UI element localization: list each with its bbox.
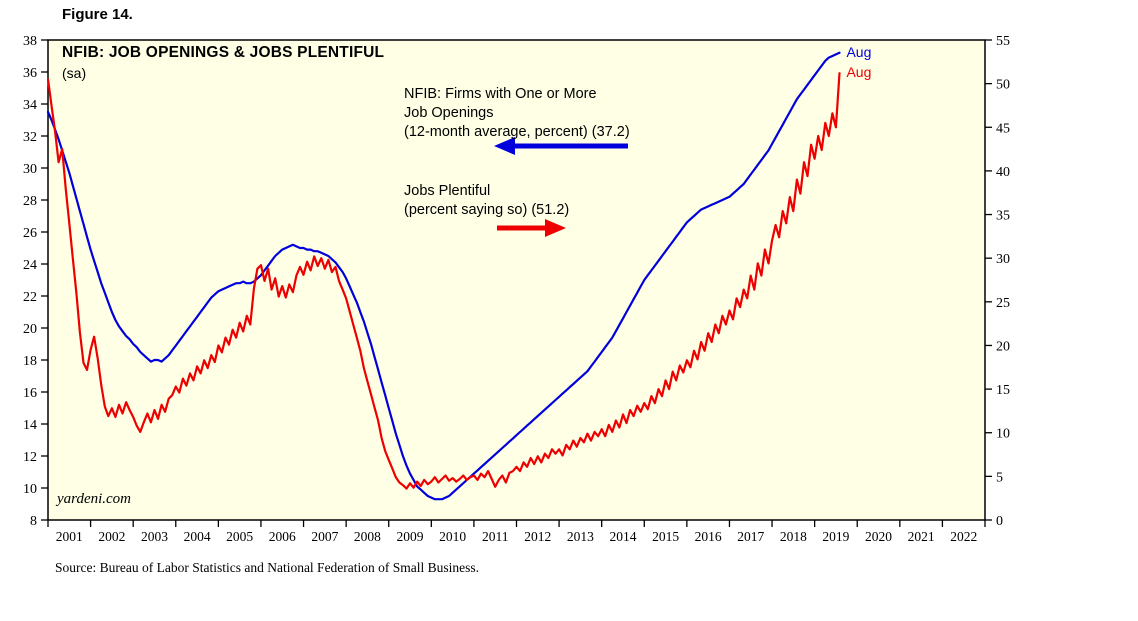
x-axis-year-label: 2001 [56,529,83,544]
x-axis-year-label: 2011 [482,529,509,544]
plot-area [47,39,986,521]
x-axis-year-label: 2022 [950,529,977,544]
series-line-blue [46,51,841,501]
y-axis-right-tick-label: 5 [996,470,1003,485]
y-axis-left-tick-label: 24 [23,258,37,273]
y-axis-left-tick-label: 38 [23,34,37,49]
red-series-annotation: Jobs Plentiful (percent saying so) (51.2… [404,182,569,220]
x-axis-year-label: 2002 [98,529,125,544]
y-axis-left-tick-label: 34 [23,98,37,113]
y-axis-left-tick-label: 10 [23,482,37,497]
x-axis-year-label: 2010 [439,529,466,544]
x-axis-year-label: 2006 [269,529,296,544]
chart-title: NFIB: JOB OPENINGS & JOBS PLENTIFUL [62,44,385,61]
y-axis-left-tick-label: 36 [23,66,37,81]
y-axis-right-tick-label: 30 [996,252,1010,267]
y-axis-right-tick-label: 10 [996,427,1010,442]
x-axis-year-label: 2014 [609,529,636,544]
annotation-line: Job Openings [404,105,494,121]
y-axis-right-tick-label: 15 [996,383,1010,398]
chart-subtitle: (sa) [62,65,87,81]
x-axis-year-label: 2009 [397,529,424,544]
blue-series-annotation: NFIB: Firms with One or More Job Opening… [404,85,630,142]
y-axis-left-tick-label: 18 [23,354,37,369]
y-axis-left-tick-label: 22 [23,290,37,305]
x-axis-year-label: 2004 [184,529,211,544]
x-axis-year-label: 2012 [524,529,551,544]
blue-left-arrow-icon [494,137,515,155]
y-axis-left-tick-label: 16 [23,386,37,401]
y-axis-left-tick-label: 12 [23,450,37,465]
annotation-line: Jobs Plentiful [404,183,491,199]
annotation-line: (percent saying so) (51.2) [404,202,570,218]
y-axis-left-tick-label: 30 [23,162,37,177]
x-axis-year-label: 2003 [141,529,168,544]
y-axis-left-tick-label: 20 [23,322,37,337]
y-axis-left-tick-label: 32 [23,130,37,145]
x-axis-year-label: 2017 [737,529,764,544]
x-axis-year-label: 2019 [822,529,849,544]
y-axis-left-tick-label: 14 [23,418,37,433]
x-axis-year-label: 2016 [695,529,722,544]
x-axis-year-label: 2021 [908,529,935,544]
annotation-line: (12-month average, percent) (37.2) [404,124,630,140]
x-axis-year-label: 2008 [354,529,381,544]
y-axis-left-tick-label: 26 [23,226,37,241]
annotation-line: NFIB: Firms with One or More [404,86,597,102]
x-axis-year-label: 2013 [567,529,594,544]
red-arrow-shaft [497,225,546,231]
y-axis-left-tick-label: 28 [23,194,37,209]
y-axis-left-tick-label: 8 [30,514,37,529]
red-right-arrow-icon [545,219,566,237]
x-axis-year-label: 2005 [226,529,253,544]
y-axis-right-tick-label: 20 [996,339,1010,354]
x-axis-year-label: 2015 [652,529,679,544]
y-axis-right-tick-label: 25 [996,296,1010,311]
series-line-red [46,72,841,490]
watermark: yardeni.com [57,491,132,507]
source-note: Source: Bureau of Labor Statistics and N… [55,560,480,575]
y-axis-right-tick-label: 45 [996,121,1010,136]
blue-arrow-shaft [513,143,628,149]
y-axis-right-tick-label: 55 [996,34,1010,49]
series-end-label-blue: Aug [846,44,871,60]
y-axis-right-tick-label: 35 [996,209,1010,224]
x-axis-year-label: 2020 [865,529,892,544]
x-axis-year-label: 2007 [311,529,338,544]
y-axis-right-tick-label: 50 [996,78,1010,93]
x-axis-year-label: 2018 [780,529,807,544]
y-axis-right-tick-label: 0 [996,514,1003,529]
y-axis-right-tick-label: 40 [996,165,1010,180]
series-end-label-red: Aug [846,64,871,80]
figure-label: Figure 14. [62,6,133,23]
